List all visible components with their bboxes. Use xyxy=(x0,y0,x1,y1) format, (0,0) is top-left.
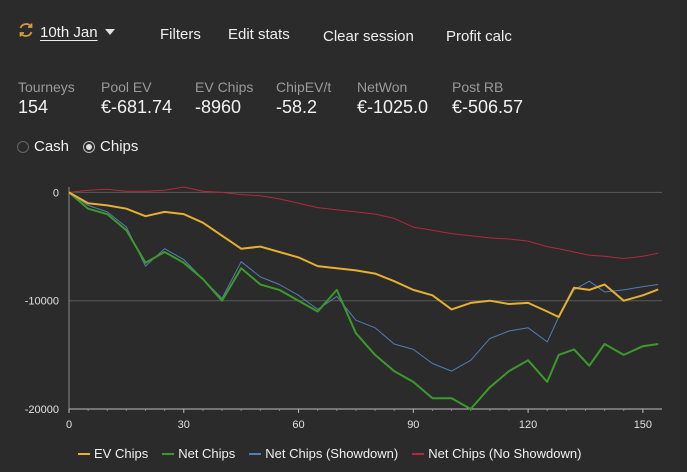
stats-bar: Tourneys 154 Pool EV €-681.74 EV Chips -… xyxy=(0,79,687,119)
legend-item-net-chips[interactable]: Net Chips xyxy=(162,446,235,461)
edit-stats-button[interactable]: Edit stats xyxy=(228,26,290,43)
legend-swatch xyxy=(412,452,425,455)
legend-item-net-no-showdown[interactable]: Net Chips (No Showdown) xyxy=(412,446,581,461)
stat-post-rb: Post RB €-506.57 xyxy=(452,79,523,118)
stat-label: NetWon xyxy=(357,79,408,95)
legend-label: Net Chips (Showdown) xyxy=(265,446,399,461)
x-tick-label: 60 xyxy=(292,419,304,431)
stat-label: EV Chips xyxy=(195,79,254,95)
series-line-net-showdown xyxy=(68,191,659,372)
x-tick-label: 90 xyxy=(407,419,419,431)
legend-swatch xyxy=(162,452,175,455)
stat-value: -8960 xyxy=(195,97,242,117)
profit-calc-button[interactable]: Profit calc xyxy=(446,28,512,45)
y-tick-label: -20000 xyxy=(25,404,59,416)
stat-value: €-1025.0 xyxy=(357,97,429,117)
legend-item-net-showdown[interactable]: Net Chips (Showdown) xyxy=(249,446,398,461)
stat-netwon: NetWon €-1025.0 xyxy=(357,79,428,118)
y-tick-label: -10000 xyxy=(25,296,59,308)
stat-value: -58.2 xyxy=(276,97,318,117)
series-line-net-chips xyxy=(68,191,659,410)
x-tick-label: 150 xyxy=(634,419,652,431)
stat-label: Pool EV xyxy=(101,79,152,95)
stat-label: ChipEV/t xyxy=(276,79,332,95)
profit-chart: 0 -10000 -20000 0 30 60 90 120 150 xyxy=(25,186,662,431)
stat-value: €-506.57 xyxy=(452,97,524,117)
x-tick-label: 0 xyxy=(66,419,72,431)
legend-label: EV Chips xyxy=(94,446,149,461)
stat-label: Post RB xyxy=(452,79,504,95)
series-line-ev-chips xyxy=(68,191,659,318)
toolbar: 10th Jan Filters Edit stats Clear sessio… xyxy=(0,18,687,52)
legend-label: Net Chips xyxy=(178,446,236,461)
stat-tourneys: Tourneys 154 xyxy=(18,79,75,118)
session-label[interactable]: 10th Jan xyxy=(40,24,98,41)
filters-button[interactable]: Filters xyxy=(160,26,201,43)
radio-unchecked-icon[interactable] xyxy=(17,140,29,153)
stat-chipev-per-t: ChipEV/t -58.2 xyxy=(276,79,331,118)
mode-radio-group: Cash Chips xyxy=(17,138,138,155)
clear-session-button[interactable]: Clear session xyxy=(323,28,414,45)
stat-ev-chips: EV Chips -8960 xyxy=(195,79,253,118)
y-tick-label: 0 xyxy=(53,187,59,199)
chevron-down-icon[interactable] xyxy=(104,24,116,42)
stat-pool-ev: Pool EV €-681.74 xyxy=(101,79,172,118)
refresh-icon[interactable] xyxy=(18,22,34,43)
stat-value: 154 xyxy=(18,97,49,117)
chart-legend: EV Chips Net Chips Net Chips (Showdown) … xyxy=(78,446,581,461)
x-tick-label: 30 xyxy=(178,419,190,431)
legend-swatch xyxy=(78,452,90,455)
session-dropdown[interactable]: 10th Jan xyxy=(18,22,116,43)
cash-radio-label[interactable]: Cash xyxy=(34,138,70,155)
legend-swatch xyxy=(249,452,262,455)
chips-radio-label[interactable]: Chips xyxy=(100,138,139,155)
legend-label: Net Chips (No Showdown) xyxy=(428,446,582,461)
stat-label: Tourneys xyxy=(18,79,75,95)
stat-value: €-681.74 xyxy=(101,97,173,117)
legend-item-ev-chips[interactable]: EV Chips xyxy=(78,446,148,461)
cash-radio[interactable]: Cash xyxy=(17,138,69,155)
chips-radio[interactable]: Chips xyxy=(83,138,138,155)
x-tick-label: 120 xyxy=(519,419,537,431)
radio-checked-icon[interactable] xyxy=(83,140,96,153)
series-line-net-no-showdown xyxy=(68,186,659,259)
